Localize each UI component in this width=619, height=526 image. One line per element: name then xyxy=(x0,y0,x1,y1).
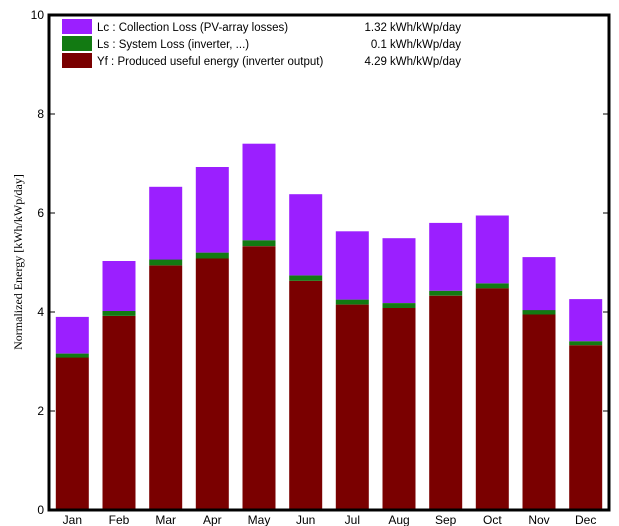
y-tick-label-8: 8 xyxy=(37,107,44,121)
bar-aug-series-0 xyxy=(382,308,416,510)
bar-jan-series-1 xyxy=(55,353,89,358)
y-tick-label-0: 0 xyxy=(37,503,44,517)
bar-aug-series-2 xyxy=(382,238,416,303)
y-tick-label-6: 6 xyxy=(37,206,44,220)
y-axis-ticks: 0 2 4 6 8 10 xyxy=(31,8,609,517)
legend-label-0: Lc : Collection Loss (PV-array losses) xyxy=(97,22,288,34)
bar-may-series-1 xyxy=(242,240,276,247)
bar-jun-series-2 xyxy=(289,194,323,276)
x-tick-label-oct: Oct xyxy=(483,513,502,526)
y-tick-label-10: 10 xyxy=(31,8,45,22)
bar-may-series-2 xyxy=(242,143,276,241)
bar-nov-series-0 xyxy=(522,314,556,510)
bar-may-series-0 xyxy=(242,246,276,510)
x-tick-label-feb: Feb xyxy=(109,513,130,526)
x-tick-label-aug: Aug xyxy=(388,513,409,526)
bar-nov-series-1 xyxy=(522,310,556,315)
bar-mar-series-1 xyxy=(149,259,183,266)
legend-value-1: 0.1 kWh/kWp/day xyxy=(371,39,461,51)
bar-feb-series-0 xyxy=(102,316,136,510)
x-tick-label-mar: Mar xyxy=(155,513,176,526)
bar-dec-series-2 xyxy=(569,299,603,342)
bar-jun-series-0 xyxy=(289,280,323,510)
legend: Lc : Collection Loss (PV-array losses) 1.… xyxy=(62,19,461,68)
bar-jul-series-1 xyxy=(335,299,369,305)
bar-sep-series-0 xyxy=(429,295,463,510)
bar-feb-series-2 xyxy=(102,261,136,311)
bar-nov-series-2 xyxy=(522,257,556,311)
y-tick-label-2: 2 xyxy=(37,404,44,418)
plot-frame xyxy=(47,13,611,512)
x-tick-label-jul: Jul xyxy=(345,513,360,526)
legend-value-2: 4.29 kWh/kWp/day xyxy=(364,56,461,68)
bar-feb-series-1 xyxy=(102,311,136,316)
legend-label-2: Yf : Produced useful energy (inverter ou… xyxy=(97,56,323,68)
bar-jul-series-2 xyxy=(335,231,369,300)
x-tick-label-nov: Nov xyxy=(528,513,549,526)
bar-jan-series-2 xyxy=(55,316,89,354)
x-tick-label-apr: Apr xyxy=(203,513,222,526)
bar-oct-series-0 xyxy=(475,288,509,510)
x-axis-ticks: Jan Feb Mar Apr May Jun Jul Aug Sep Oct Nov Dec xyxy=(63,513,597,526)
bar-jun-series-1 xyxy=(289,275,323,281)
x-tick-label-dec: Dec xyxy=(575,513,596,526)
bar-mar-series-2 xyxy=(149,186,183,260)
legend-swatch-1 xyxy=(62,36,92,51)
x-tick-label-jun: Jun xyxy=(296,513,315,526)
bar-dec-series-0 xyxy=(569,345,603,510)
bar-apr-series-0 xyxy=(195,258,229,510)
bar-apr-series-2 xyxy=(195,167,229,253)
bar-oct-series-1 xyxy=(475,283,509,289)
bar-sep-series-1 xyxy=(429,290,463,296)
bar-dec-series-1 xyxy=(569,341,603,346)
bar-jan-series-0 xyxy=(55,357,89,510)
legend-swatch-2 xyxy=(62,53,92,68)
bar-mar-series-0 xyxy=(149,265,183,510)
x-tick-label-jan: Jan xyxy=(63,513,82,526)
legend-value-0: 1.32 kWh/kWp/day xyxy=(364,22,461,34)
y-tick-label-4: 4 xyxy=(37,305,44,319)
x-tick-label-may: May xyxy=(248,513,271,526)
legend-swatch-0 xyxy=(62,19,92,34)
bar-sep-series-2 xyxy=(429,222,463,291)
bar-jul-series-0 xyxy=(335,304,369,510)
bar-oct-series-2 xyxy=(475,215,509,284)
bar-aug-series-1 xyxy=(382,303,416,308)
bar-apr-series-1 xyxy=(195,252,229,259)
x-tick-label-sep: Sep xyxy=(435,513,457,526)
y-axis-label: Normalized Energy [kWh/kWp/day] xyxy=(11,174,25,350)
bars-layer xyxy=(55,143,603,510)
legend-label-1: Ls : System Loss (inverter, ...) xyxy=(97,39,249,51)
